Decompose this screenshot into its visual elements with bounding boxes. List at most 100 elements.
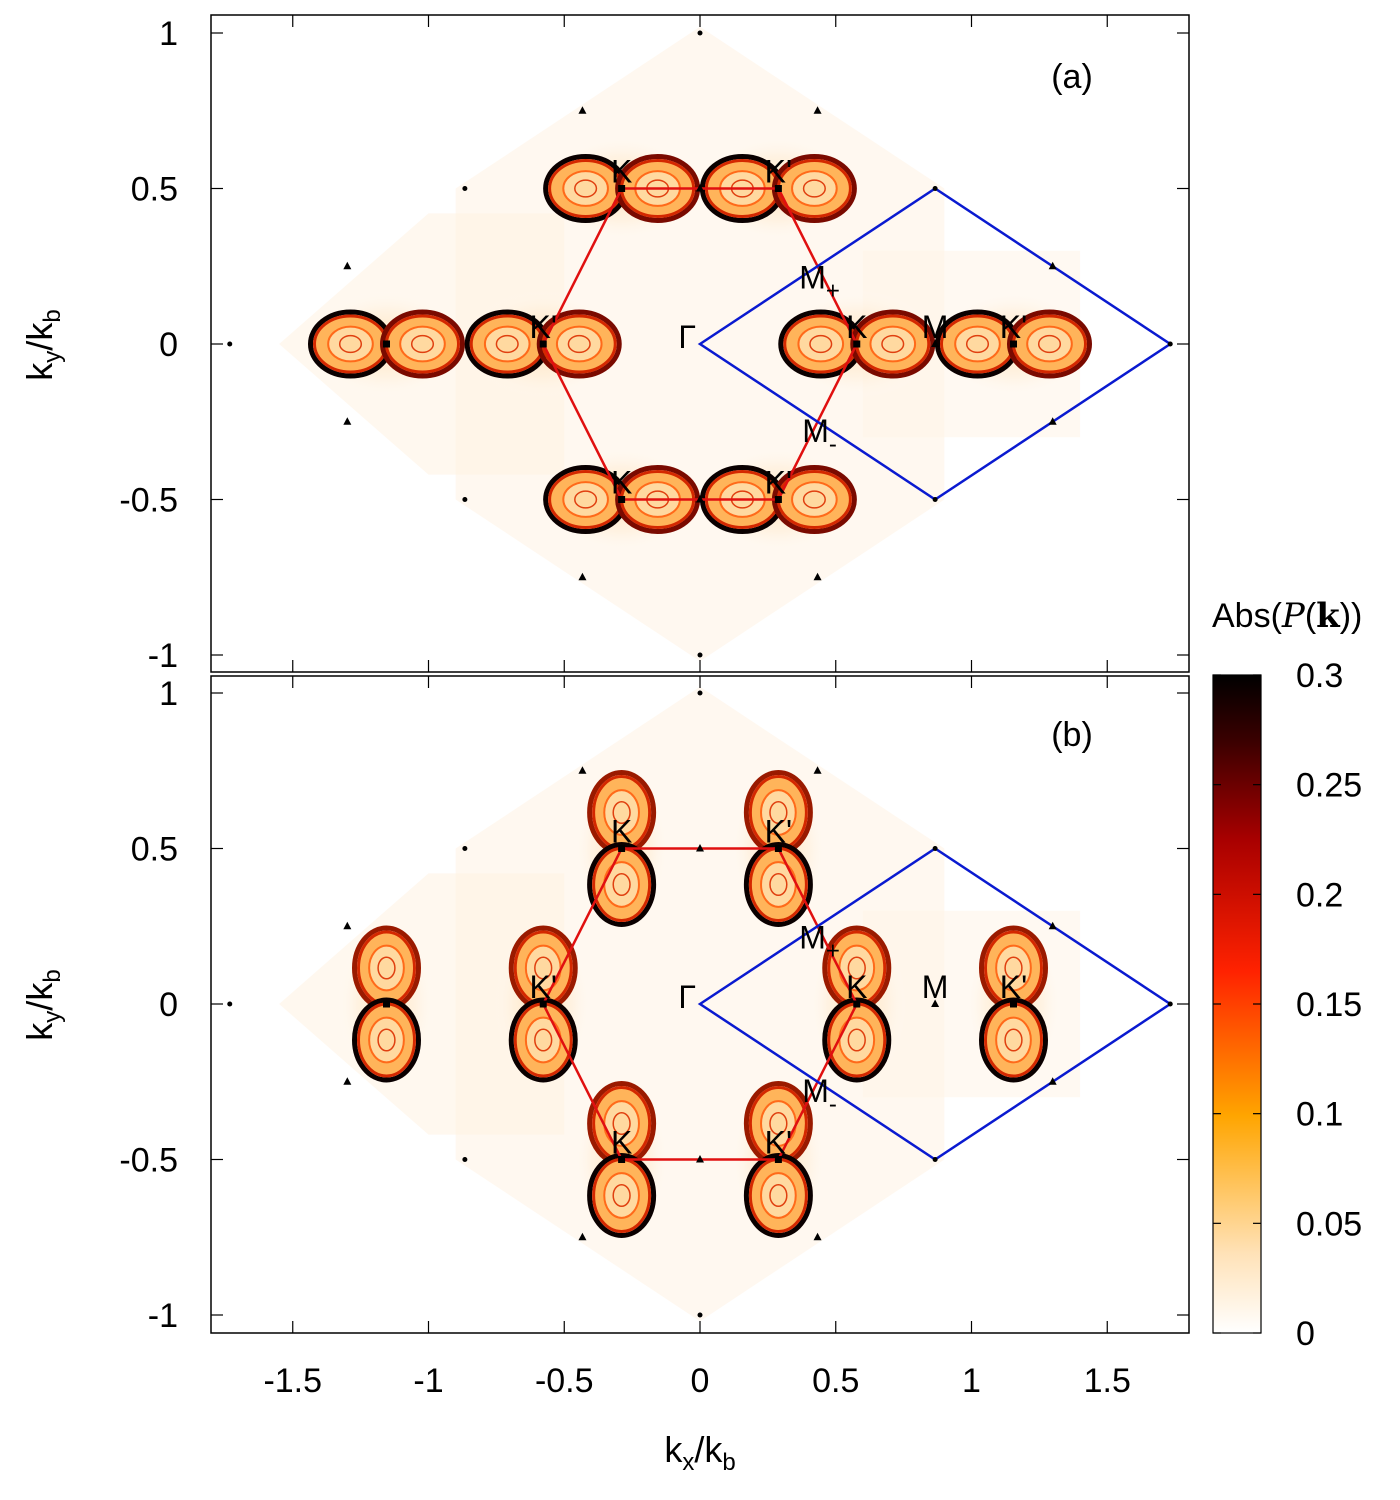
hotspot-core	[847, 956, 866, 980]
square-marker	[774, 496, 782, 503]
hotspot-inner-ring	[1026, 325, 1073, 363]
x-tick-label: -1	[413, 1362, 443, 1400]
triangle-marker	[343, 1077, 352, 1085]
hotspot-inner-ring	[760, 789, 797, 836]
y-axis-label-b: ky/kb	[19, 969, 66, 1040]
x-tick-label: 0	[691, 1362, 710, 1400]
triangle-marker	[578, 572, 587, 581]
hotspot-outer-ring	[587, 1153, 657, 1238]
hotspot-core	[612, 872, 631, 897]
dot-marker	[697, 30, 703, 36]
hotspot-core	[1004, 956, 1023, 980]
square-marker	[618, 496, 626, 503]
hotspot-inner-ring	[368, 1016, 405, 1064]
hotspot-core	[612, 800, 631, 825]
point-label: K'	[765, 154, 792, 190]
hotspot-core	[495, 334, 519, 354]
hotspot-inner-ring	[399, 325, 446, 363]
colorbar-tick-label: 0.15	[1296, 986, 1362, 1024]
dot-marker	[932, 497, 938, 502]
hotspot-inner-ring	[603, 789, 640, 836]
point-label: K	[846, 309, 867, 345]
hotspot-core	[338, 334, 363, 354]
hotspot-inner-ring	[524, 1016, 562, 1064]
hotspot-inner-ring	[797, 325, 845, 363]
triangle-marker	[696, 1155, 704, 1163]
x-axis-label: kx/kb	[664, 1429, 735, 1476]
hotspot	[806, 924, 907, 1084]
panel-b: K K'K' Γ K M K'K K'M+M- -1-0.500.51 (b)	[119, 675, 1190, 1335]
y-tick-label: -0.5	[119, 482, 178, 520]
hotspot-inner-ring	[555, 325, 603, 363]
point-label-subscript: -	[829, 431, 837, 458]
hotspot-core	[567, 334, 591, 354]
hotspot	[963, 924, 1064, 1084]
panel-b-tag: (b)	[1051, 716, 1093, 754]
hotspot-outer-ring	[351, 997, 421, 1083]
hotspot-core	[769, 1183, 788, 1208]
dot-marker	[932, 186, 938, 191]
point-label: K	[611, 465, 632, 501]
hotspot-outer-ring	[743, 842, 813, 927]
x-tick-label: 1	[962, 1362, 981, 1400]
hotspot	[493, 924, 594, 1084]
triangle-marker	[1048, 417, 1057, 425]
dot-marker	[932, 1157, 938, 1162]
triangle-marker	[343, 417, 352, 425]
hotspot-core	[769, 1111, 788, 1136]
point-label: K'	[765, 1125, 792, 1161]
point-label: K	[611, 154, 632, 190]
square-marker	[382, 1000, 390, 1008]
x-tick-label: -0.5	[535, 1362, 594, 1400]
hotspot-core	[881, 334, 905, 354]
colorbar-tick-label: 0.25	[1296, 767, 1362, 805]
hotspot-core	[802, 179, 826, 198]
square-marker	[618, 845, 626, 852]
hotspot-core	[410, 334, 435, 354]
hotspot-inner-ring	[327, 325, 374, 363]
triangle-marker	[696, 844, 704, 852]
square-marker	[774, 185, 782, 192]
hotspot-core	[965, 334, 990, 354]
hotspot-core	[802, 490, 826, 509]
hotspot-outer-ring	[743, 1153, 813, 1238]
square-marker	[1010, 1000, 1018, 1008]
hotspot	[728, 768, 829, 929]
hotspot-inner-ring	[603, 1172, 640, 1219]
y-tick-label: 1	[159, 15, 178, 53]
hotspot-core	[612, 1183, 631, 1208]
point-label: K	[611, 814, 632, 850]
square-marker	[774, 1156, 782, 1163]
hotspot-inner-ring	[483, 325, 531, 363]
square-marker	[618, 1156, 626, 1163]
triangle-marker	[343, 921, 352, 930]
square-marker	[853, 340, 861, 348]
hotspot-inner-ring	[995, 944, 1032, 992]
x-axis-ticks: -1.5 -1 -0.5 0 0.5 1 1.5	[263, 1362, 1130, 1400]
hotspot-outer-ring	[979, 997, 1049, 1083]
triangle-marker	[1048, 261, 1057, 270]
hotspot-core	[847, 1028, 866, 1052]
hotspot-core	[534, 1028, 553, 1052]
point-label-subscript: -	[829, 1091, 837, 1118]
point-label: K'	[530, 309, 557, 345]
colorbar-title: Abs(P(k))	[1212, 596, 1362, 636]
hotspot-inner-ring	[791, 481, 838, 518]
hotspot-outer-ring	[508, 997, 578, 1083]
triangle-marker	[578, 106, 587, 114]
y-tick-label: 1	[159, 675, 178, 713]
colorbar-tick-label: 0	[1296, 1315, 1315, 1353]
y-tick-label: 0	[159, 326, 178, 364]
square-marker	[618, 185, 626, 192]
hotspot-core	[769, 872, 788, 897]
triangle-marker	[578, 1232, 587, 1241]
colorbar: Abs(P(k)) 0 0.05 0.1 0.15 0.2 0.25 0.3	[1212, 596, 1362, 1353]
hotspot-inner-ring	[562, 481, 609, 518]
hotspot-core	[574, 490, 598, 509]
y-tick-label: 0.5	[131, 171, 178, 209]
panel-a-y-ticks: -1 -0.5 0 0.5 1	[119, 15, 1189, 675]
hotspot-core	[574, 179, 598, 198]
dot-marker	[697, 690, 703, 696]
hotspot-core	[809, 334, 833, 354]
hotspot-outer-ring	[1007, 309, 1093, 379]
